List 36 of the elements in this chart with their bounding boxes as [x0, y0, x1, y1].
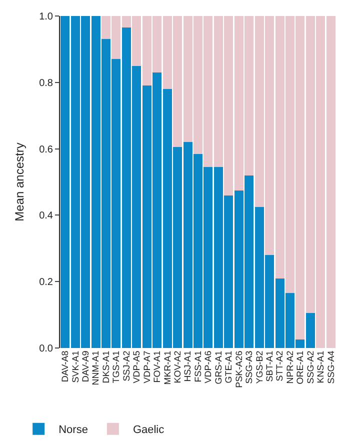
- y-tick-label: 0.8: [39, 78, 54, 89]
- x-tick-label: ORE-A1: [295, 350, 306, 384]
- legend-label: Gaelic: [132, 424, 165, 436]
- x-tick-label: NNM-A1: [90, 350, 101, 386]
- x-tick-label: PSK-A26: [234, 350, 244, 388]
- x-tick-label: DKS-A1: [100, 350, 111, 384]
- x-tick-label: SVK-A1: [70, 350, 80, 383]
- x-tick-label: GRS-A1: [213, 350, 224, 384]
- x-tick-label: YGS-B2: [254, 350, 264, 384]
- x-tick-label: SSG-A4: [326, 350, 336, 384]
- x-tick-label: VDP-A7: [142, 350, 152, 384]
- x-tick-label: SSJ-A2: [121, 350, 132, 382]
- x-tick-label: SBT-A1: [264, 350, 274, 382]
- y-tick-label: 0.2: [39, 277, 54, 288]
- x-tick-label: NPR-A2: [284, 350, 295, 384]
- y-tick-label: 0.4: [39, 210, 54, 222]
- x-tick-label: STT-A2: [274, 350, 285, 382]
- x-tick-label: VDP-A5: [132, 350, 142, 384]
- x-tick-label: FSS-A1: [192, 350, 203, 382]
- y-tick-label: 0.0: [39, 344, 54, 354]
- x-tick-label: DAV-A8: [60, 350, 70, 382]
- x-tick-label: KNS-A1: [316, 350, 326, 384]
- y-axis-title: Mean ancestry: [12, 142, 26, 222]
- x-tick-label: SSG-A2: [305, 350, 316, 384]
- y-tick-label: 1.0: [39, 12, 54, 22]
- y-tick-label: 0.6: [39, 144, 54, 156]
- x-tick-label: FOV-A1: [152, 350, 162, 383]
- x-tick-label: KOV-A2: [172, 350, 182, 384]
- x-tick-label: MKR-A1: [162, 350, 172, 385]
- x-tick-label: VDP-A6: [203, 350, 214, 384]
- legend-label: Norse: [58, 424, 88, 436]
- x-tick-label: DAV-A9: [80, 350, 90, 382]
- x-tick-label: HSJ-A1: [182, 350, 193, 382]
- x-tick-label: SSG-A3: [244, 350, 254, 384]
- x-tick-label: GTE-A1: [224, 350, 234, 384]
- x-tick-label: TGS-A1: [111, 350, 122, 384]
